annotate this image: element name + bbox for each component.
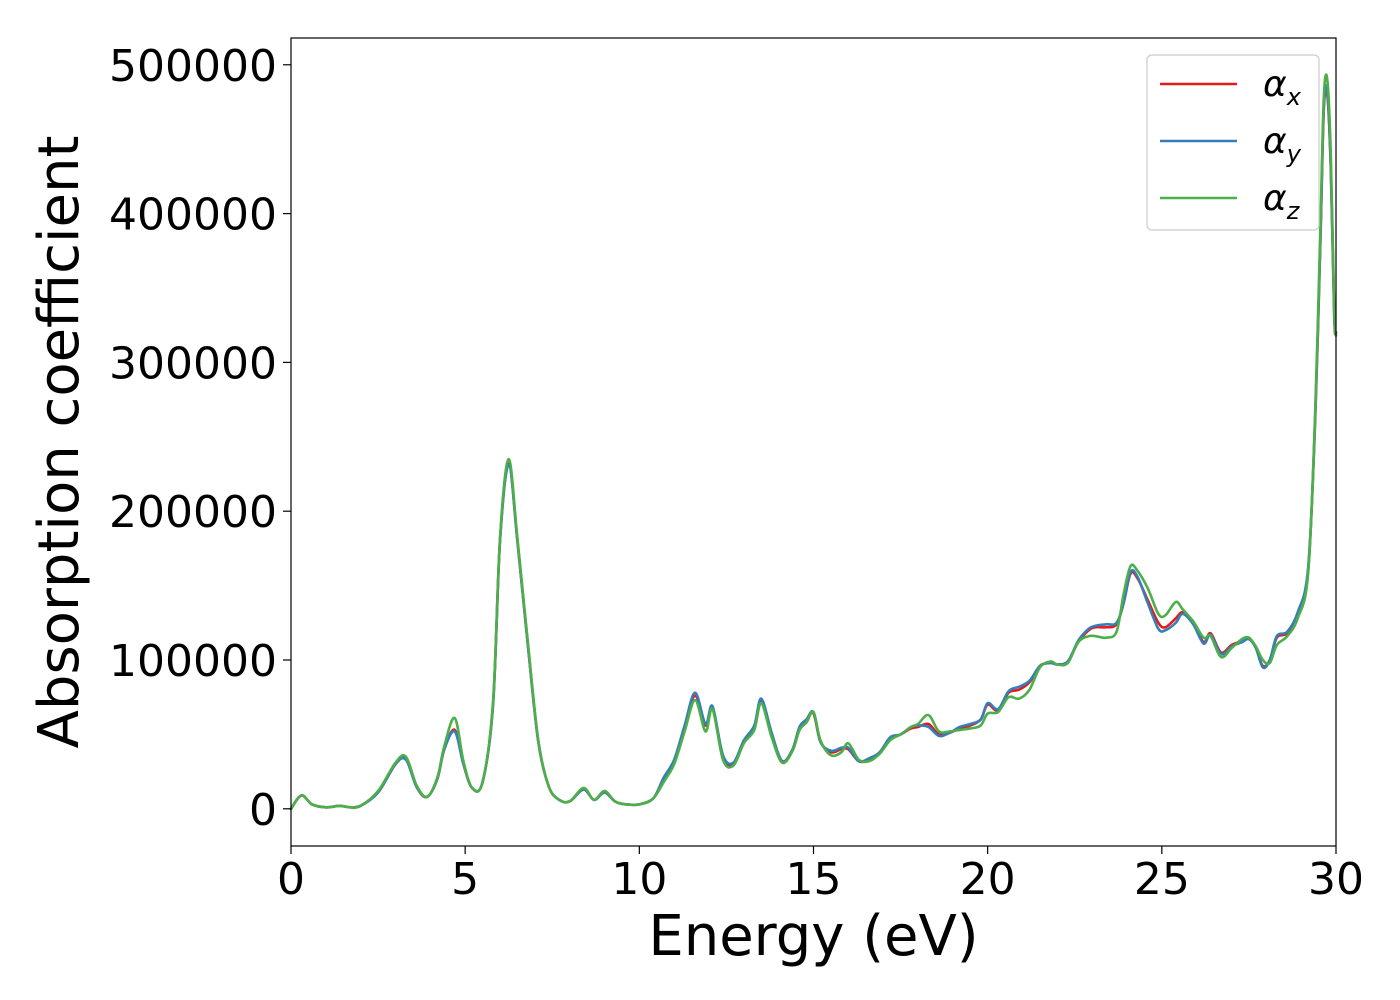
x-tick-label: 30 [1308,854,1364,905]
x-tick-label: 10 [611,854,667,905]
legend-label-y: αy [1263,121,1302,168]
y-tick-label: 300000 [109,338,277,389]
legend-label-subscript: z [1286,197,1301,225]
legend-label-base: α [1263,121,1287,162]
legend-box [1146,54,1320,231]
x-tick-label: 0 [277,854,305,905]
y-axis: 0 100000 200000 300000 400000 500000 [109,41,291,836]
legend-label-base: α [1263,64,1287,105]
y-tick-label: 100000 [109,636,277,687]
x-tick-label: 25 [1134,854,1190,905]
x-tick-label: 20 [960,854,1016,905]
legend-label-subscript: x [1286,83,1302,111]
y-tick-label: 0 [249,785,277,836]
x-tick-label: 15 [786,854,842,905]
x-axis-title: Energy (eV) [648,904,978,969]
legend-label-subscript: y [1286,140,1302,168]
x-axis: 0 5 10 15 20 25 30 [277,846,1364,905]
y-tick-label: 200000 [109,487,277,538]
legend-label-base: α [1263,178,1287,219]
y-axis-title: Absorption coefficient [27,136,92,749]
x-tick-label: 5 [451,854,479,905]
series-line-z [289,73,1338,811]
series-layer [289,73,1338,811]
y-tick-label: 500000 [109,41,277,92]
legend-label-z: αz [1263,178,1301,225]
legend-label-x: αx [1263,64,1302,111]
y-tick-label: 400000 [109,190,277,241]
